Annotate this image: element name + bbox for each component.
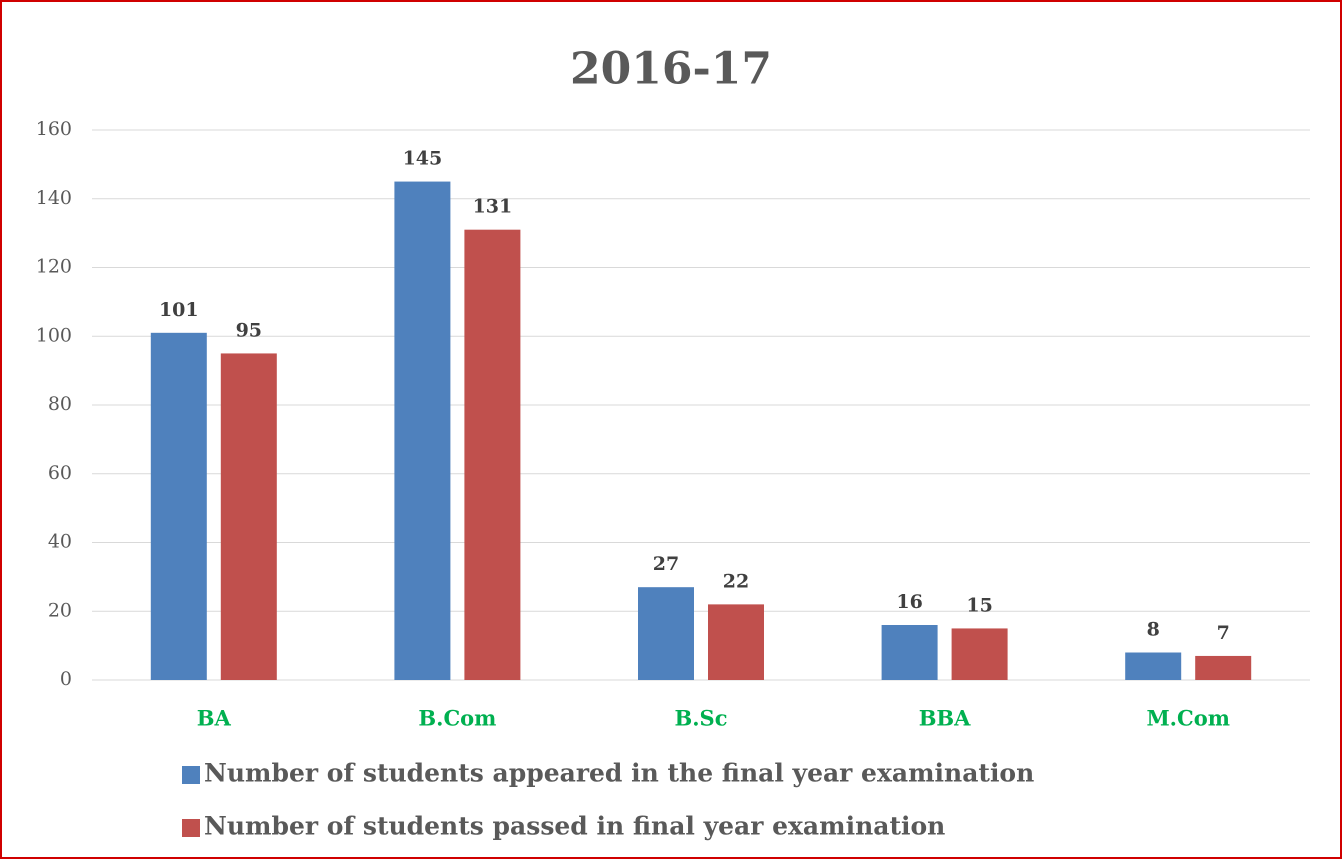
y-tick-label: 100 bbox=[36, 324, 72, 346]
y-tick-label: 0 bbox=[60, 668, 72, 690]
y-tick-label: 120 bbox=[36, 256, 72, 278]
y-tick-label: 60 bbox=[48, 462, 72, 484]
data-label: 131 bbox=[473, 196, 513, 218]
data-label: 101 bbox=[159, 299, 199, 321]
data-label: 7 bbox=[1217, 622, 1230, 644]
legend-label: Number of students passed in final year … bbox=[204, 812, 945, 841]
legend-swatch bbox=[182, 819, 200, 837]
bar bbox=[1125, 652, 1182, 680]
data-label: 145 bbox=[403, 148, 443, 170]
x-tick-label: B.Com bbox=[418, 706, 496, 731]
chart-title: 2016-17 bbox=[570, 44, 772, 95]
data-label: 27 bbox=[653, 553, 679, 575]
bar bbox=[881, 625, 938, 680]
bar bbox=[220, 353, 277, 680]
bar bbox=[150, 332, 207, 680]
data-label: 8 bbox=[1147, 619, 1160, 641]
bar bbox=[1195, 655, 1252, 680]
bar bbox=[708, 604, 764, 680]
bar bbox=[951, 628, 1008, 680]
data-label: 22 bbox=[723, 570, 749, 592]
x-tick-label: B.Sc bbox=[674, 706, 727, 731]
bar bbox=[464, 229, 521, 680]
y-tick-label: 140 bbox=[36, 187, 72, 209]
data-label: 15 bbox=[966, 594, 992, 616]
y-tick-label: 160 bbox=[36, 118, 72, 140]
legend-label: Number of students appeared in the final… bbox=[204, 759, 1034, 788]
bar bbox=[638, 587, 694, 680]
legend-swatch bbox=[182, 766, 200, 784]
x-tick-label: BBA bbox=[919, 706, 971, 731]
y-tick-label: 40 bbox=[48, 531, 72, 553]
x-tick-label: BA bbox=[197, 706, 232, 731]
y-tick-label: 20 bbox=[48, 599, 72, 621]
data-label: 16 bbox=[896, 591, 922, 613]
bar bbox=[394, 181, 451, 680]
y-tick-label: 80 bbox=[48, 393, 72, 415]
data-label: 95 bbox=[236, 319, 262, 341]
x-tick-label: M.Com bbox=[1146, 706, 1230, 731]
